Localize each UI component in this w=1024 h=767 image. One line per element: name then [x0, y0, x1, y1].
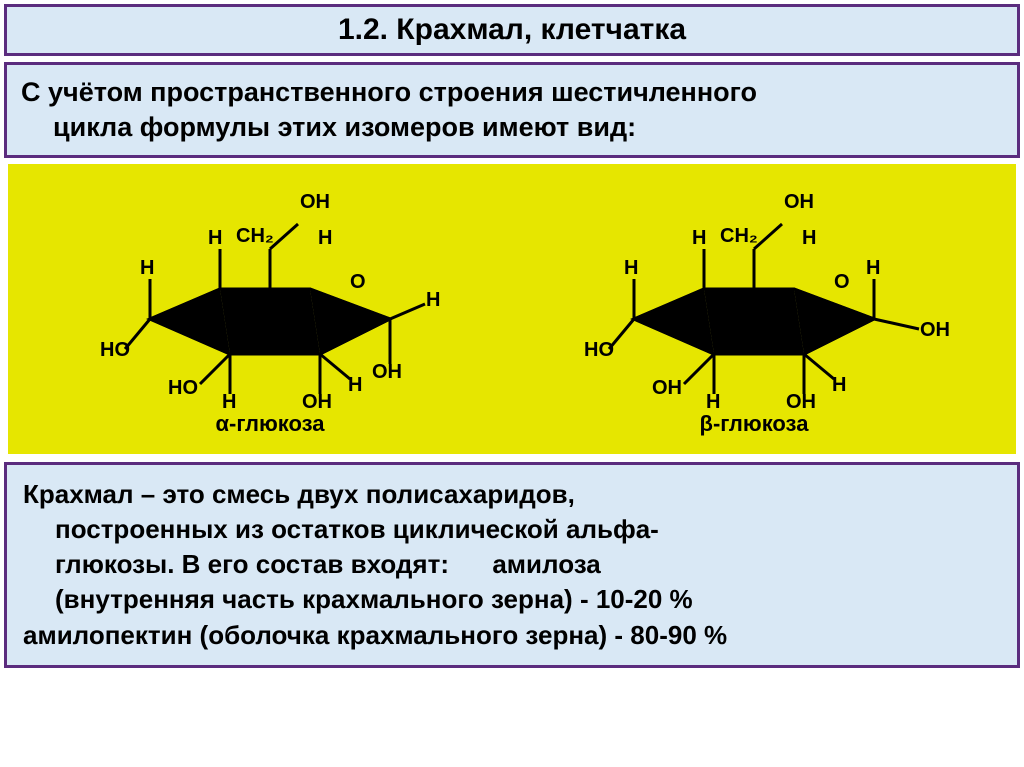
label-h3: H	[318, 227, 332, 250]
label-oh-top: OH	[300, 191, 330, 214]
label-h5: H	[348, 374, 362, 397]
title-container: 1.2. Крахмал, клетчатка	[4, 4, 1020, 56]
label-h2: H	[140, 257, 154, 280]
alpha-caption: α-глюкоза	[216, 411, 325, 437]
beta-caption: β-глюкоза	[700, 411, 809, 437]
desc-line4: (внутренняя часть крахмального зерна) - …	[55, 584, 693, 614]
label-h2: H	[624, 257, 638, 280]
label-h1: H	[692, 227, 706, 250]
intro-container: С учётом пространственного строения шест…	[4, 62, 1020, 158]
label-h6: H	[426, 289, 440, 312]
beta-glucose-svg	[534, 179, 974, 439]
label-h3: H	[802, 227, 816, 250]
label-oh2: HO	[100, 339, 130, 362]
label-ch2: CH₂	[236, 225, 274, 248]
beta-glucose-molecule: OH CH₂ H H H O HO OH H OH H H OH β-глюко…	[534, 179, 974, 439]
desc-line5: амилопектин (оболочка крахмального зерна…	[23, 620, 727, 650]
label-h5: H	[832, 374, 846, 397]
ring-front2	[310, 289, 390, 354]
intro-line2: цикла формулы этих изомеров имеют вид:	[53, 110, 1003, 145]
label-o: O	[350, 271, 366, 294]
label-oh2: HO	[584, 339, 614, 362]
molecule-diagram: OH CH₂ H H H O HO HO H OH H H OH α-глюко…	[8, 164, 1016, 454]
desc-line3: глюкозы. В его состав входят: амилоза	[55, 549, 601, 579]
ring-front1	[704, 289, 804, 354]
label-ch2: CH₂	[720, 225, 758, 248]
description-text: Крахмал – это смесь двух полисахаридов, …	[23, 477, 1001, 652]
label-h1: H	[208, 227, 222, 250]
ring-front1	[220, 289, 320, 354]
label-o: O	[834, 271, 850, 294]
alpha-glucose-svg	[50, 179, 490, 439]
intro-line1: С учётом пространственного строения шест…	[21, 77, 757, 107]
alpha-glucose-molecule: OH CH₂ H H H O HO HO H OH H H OH α-глюко…	[50, 179, 490, 439]
intro-text: С учётом пространственного строения шест…	[21, 75, 1003, 145]
label-oh3: OH	[920, 319, 950, 342]
label-oh-top: OH	[784, 191, 814, 214]
desc-line2: построенных из остатков циклической альф…	[55, 514, 659, 544]
label-oh3: OH	[372, 361, 402, 384]
ring-front3	[634, 289, 714, 354]
page-title: 1.2. Крахмал, клетчатка	[17, 13, 1007, 47]
description-container: Крахмал – это смесь двух полисахаридов, …	[4, 462, 1020, 667]
ring-front3	[150, 289, 230, 354]
label-h6: H	[866, 257, 880, 280]
label-oh4: OH	[652, 377, 682, 400]
label-oh4: HO	[168, 377, 198, 400]
desc-line1: Крахмал – это смесь двух полисахаридов,	[23, 479, 575, 509]
ring-front2	[794, 289, 874, 354]
